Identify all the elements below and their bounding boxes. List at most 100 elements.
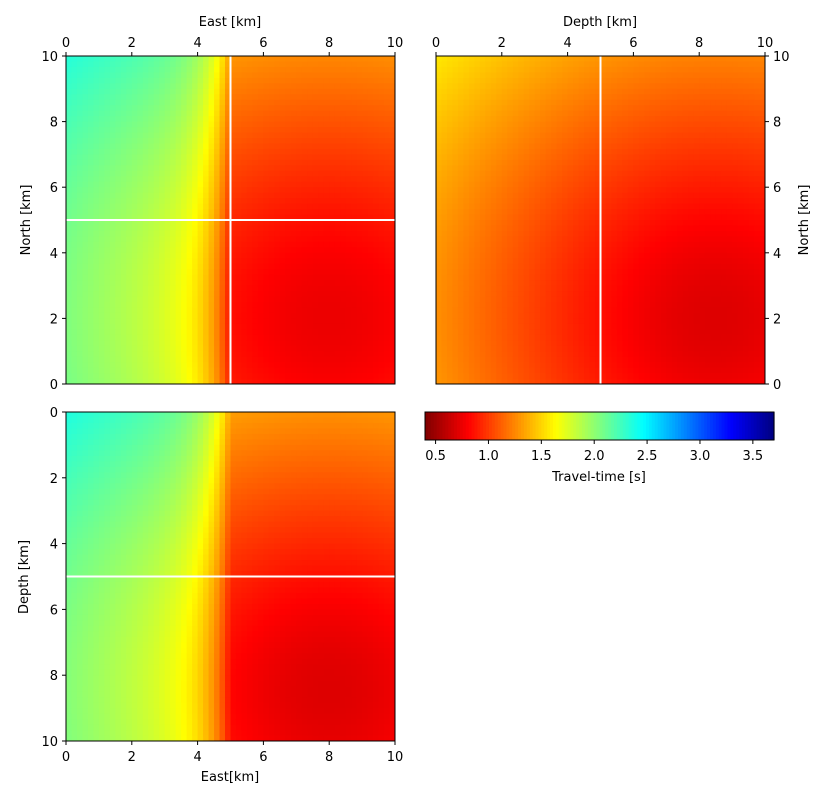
heat-cell — [197, 230, 204, 237]
heat-cell — [93, 220, 100, 227]
heat-cell — [257, 94, 264, 101]
heat-cell — [384, 345, 391, 352]
heat-cell — [164, 159, 171, 166]
heat-cell — [323, 236, 330, 243]
heat-cell — [307, 110, 314, 117]
heat-cell — [329, 99, 336, 106]
heat-cell — [214, 345, 221, 352]
heat-cell — [230, 258, 237, 265]
heat-cell — [329, 66, 336, 73]
heat-cell — [485, 280, 492, 287]
heat-cell — [263, 148, 270, 155]
heat-cell — [126, 230, 133, 237]
heat-cell — [540, 61, 547, 68]
heat-cell — [540, 203, 547, 210]
heat-cell — [351, 154, 358, 161]
heat-cell — [436, 345, 443, 352]
heat-cell — [164, 165, 171, 172]
heat-cell — [263, 351, 270, 358]
heat-cell — [115, 351, 122, 358]
heat-cell — [98, 132, 105, 139]
heat-cell — [109, 181, 116, 188]
heat-cell — [104, 252, 111, 259]
heat-cell — [378, 61, 385, 68]
heat-cell — [512, 77, 519, 84]
heat-cell — [463, 181, 470, 188]
heat-cell — [235, 154, 243, 161]
heat-cell — [137, 209, 144, 216]
heat-cell — [474, 176, 481, 183]
heat-cell — [208, 323, 215, 330]
heat-cell — [340, 176, 347, 183]
heat-cell — [274, 143, 281, 150]
heat-cell — [323, 258, 330, 265]
heat-cell — [373, 116, 380, 123]
heat-cell — [356, 225, 363, 232]
heat-cell — [109, 214, 116, 221]
heat-cell — [219, 203, 226, 210]
heat-cell — [378, 378, 385, 384]
heat-cell — [82, 148, 89, 155]
heat-cell — [367, 94, 374, 101]
heat-cell — [137, 312, 144, 319]
heat-cell — [518, 269, 525, 276]
heat-cell — [540, 66, 547, 73]
heat-cell — [389, 291, 395, 298]
heat-cell — [457, 209, 465, 216]
heat-cell — [373, 307, 380, 314]
heat-cell — [301, 209, 308, 216]
heat-cell — [192, 220, 199, 227]
heat-cell — [153, 72, 160, 79]
heat-cell — [104, 285, 111, 292]
heat-cell — [296, 285, 303, 292]
heat-cell — [109, 176, 116, 183]
heat-cell — [279, 165, 286, 172]
heat-cell — [98, 83, 105, 90]
heat-cell — [181, 105, 188, 112]
heat-cell — [203, 362, 210, 369]
heat-cell — [120, 110, 127, 117]
heat-cell — [148, 340, 155, 347]
heat-cell — [109, 378, 116, 384]
heat-cell — [490, 165, 497, 172]
heat-cell — [203, 258, 210, 265]
heat-cell — [164, 318, 171, 325]
heat-cell — [389, 83, 395, 90]
heat-cell — [235, 105, 243, 112]
plot-frame — [65, 55, 396, 385]
heat-cell — [463, 203, 470, 210]
heat-cell — [104, 198, 111, 205]
heat-cell — [389, 121, 395, 128]
heat-cell — [203, 285, 210, 292]
heat-cell — [290, 181, 297, 188]
heat-cell — [208, 154, 215, 161]
heat-cell — [274, 198, 281, 205]
heat-cell — [66, 121, 73, 128]
heat-cell — [285, 258, 292, 265]
heat-cell — [463, 214, 470, 221]
heat-cell — [490, 110, 497, 117]
heat-cell — [457, 132, 465, 139]
heat-cell — [351, 83, 358, 90]
heat-cell — [523, 367, 530, 374]
heat-cell — [241, 148, 248, 155]
heat-cell — [452, 356, 459, 363]
heat-cell — [323, 198, 330, 205]
heat-cell — [307, 252, 314, 259]
heat-cell — [545, 247, 552, 254]
heat-cell — [153, 378, 160, 384]
heat-cell — [219, 209, 226, 216]
heat-cell — [126, 236, 133, 243]
heat-cell — [203, 181, 210, 188]
heat-cell — [551, 220, 558, 227]
heat-cell — [301, 159, 308, 166]
heat-cell — [441, 110, 448, 117]
heat-cell — [285, 187, 292, 194]
heat-cell — [181, 77, 188, 84]
heat-cell — [159, 72, 166, 79]
heat-cell — [186, 181, 193, 188]
heat-cell — [329, 138, 336, 145]
heat-cell — [307, 280, 314, 287]
heat-cell — [345, 154, 352, 161]
heat-cell — [296, 351, 303, 358]
